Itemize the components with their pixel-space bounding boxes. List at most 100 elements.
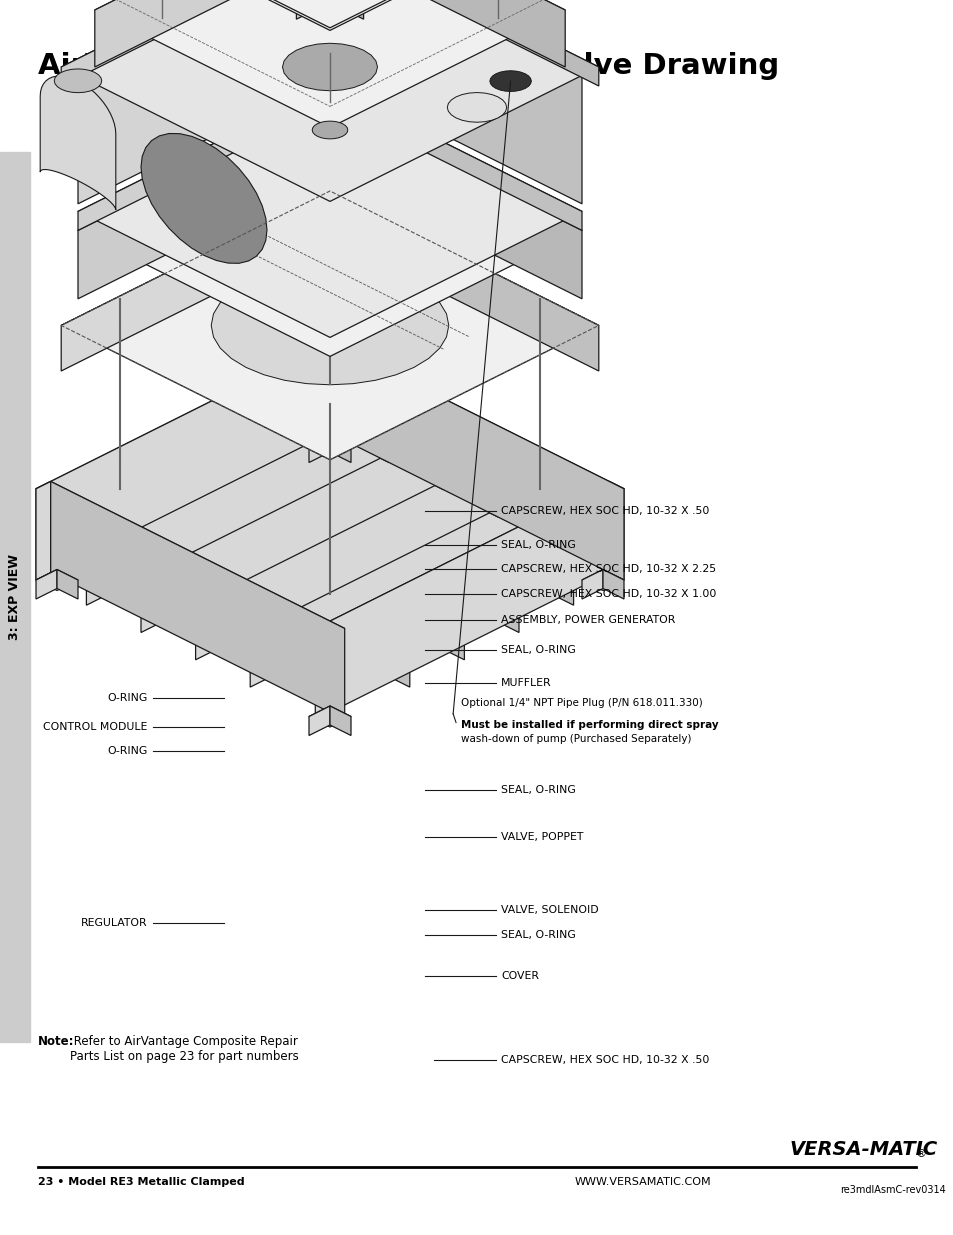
Polygon shape bbox=[489, 70, 531, 91]
Polygon shape bbox=[315, 342, 623, 496]
Polygon shape bbox=[543, 477, 552, 545]
Polygon shape bbox=[216, 421, 225, 490]
Text: AirVantage Servicing - Poppet Valve Drawing: AirVantage Servicing - Poppet Valve Draw… bbox=[38, 52, 779, 80]
Text: SEAL, O-RING: SEAL, O-RING bbox=[500, 930, 576, 940]
Polygon shape bbox=[489, 450, 497, 517]
Polygon shape bbox=[141, 421, 435, 632]
Polygon shape bbox=[296, 0, 330, 20]
Text: Refer to AirVantage Composite Repair
Parts List on page 23 for part numbers: Refer to AirVantage Composite Repair Par… bbox=[70, 1035, 298, 1063]
Polygon shape bbox=[315, 342, 330, 441]
Polygon shape bbox=[57, 569, 78, 599]
Polygon shape bbox=[330, 85, 581, 231]
Polygon shape bbox=[54, 69, 102, 93]
Polygon shape bbox=[435, 421, 443, 490]
Polygon shape bbox=[78, 105, 330, 299]
Polygon shape bbox=[87, 394, 380, 605]
Polygon shape bbox=[195, 450, 489, 659]
Text: O-RING: O-RING bbox=[108, 693, 148, 703]
Polygon shape bbox=[36, 482, 344, 636]
Text: 3: EXP VIEW: 3: EXP VIEW bbox=[9, 555, 22, 640]
Polygon shape bbox=[61, 191, 598, 459]
Polygon shape bbox=[330, 191, 598, 370]
Text: VERSA-MATIC: VERSA-MATIC bbox=[789, 1140, 937, 1158]
Polygon shape bbox=[141, 421, 443, 573]
Text: CONTROL MODULE: CONTROL MODULE bbox=[43, 722, 148, 732]
Text: Optional 1/4" NPT Pipe Plug (P/N 618.011.330): Optional 1/4" NPT Pipe Plug (P/N 618.011… bbox=[460, 699, 702, 709]
Text: ASSEMBLY, POWER GENERATOR: ASSEMBLY, POWER GENERATOR bbox=[500, 615, 675, 625]
Polygon shape bbox=[162, 450, 171, 517]
Polygon shape bbox=[581, 569, 623, 590]
Polygon shape bbox=[330, 0, 363, 20]
Polygon shape bbox=[315, 482, 623, 636]
Polygon shape bbox=[309, 433, 351, 454]
Polygon shape bbox=[330, 342, 623, 580]
Text: Must be installed if performing direct spray: Must be installed if performing direct s… bbox=[460, 720, 718, 730]
Polygon shape bbox=[36, 569, 57, 599]
Polygon shape bbox=[380, 394, 389, 462]
Polygon shape bbox=[330, 706, 351, 736]
Text: Note:: Note: bbox=[38, 1035, 74, 1049]
Text: wash-down of pump (Purchased Separately): wash-down of pump (Purchased Separately) bbox=[460, 735, 691, 745]
Polygon shape bbox=[279, 394, 573, 605]
Text: REGULATOR: REGULATOR bbox=[81, 918, 148, 927]
Polygon shape bbox=[271, 394, 573, 546]
Polygon shape bbox=[330, 433, 351, 462]
Polygon shape bbox=[309, 433, 330, 462]
Text: 23 • Model RE3 Metallic Clamped: 23 • Model RE3 Metallic Clamped bbox=[38, 1177, 244, 1187]
Polygon shape bbox=[36, 569, 78, 590]
Polygon shape bbox=[250, 477, 543, 687]
Polygon shape bbox=[78, 0, 330, 204]
Polygon shape bbox=[36, 0, 623, 28]
Polygon shape bbox=[40, 75, 115, 210]
Polygon shape bbox=[61, 0, 598, 201]
Polygon shape bbox=[78, 85, 330, 231]
Polygon shape bbox=[78, 0, 581, 193]
Polygon shape bbox=[36, 482, 51, 580]
Polygon shape bbox=[87, 394, 389, 546]
Polygon shape bbox=[195, 450, 497, 600]
Polygon shape bbox=[602, 569, 623, 599]
Polygon shape bbox=[78, 105, 581, 357]
Polygon shape bbox=[94, 0, 330, 67]
Polygon shape bbox=[61, 191, 330, 370]
Polygon shape bbox=[162, 450, 464, 600]
Polygon shape bbox=[282, 43, 377, 90]
Polygon shape bbox=[250, 477, 552, 627]
Polygon shape bbox=[312, 121, 348, 138]
Polygon shape bbox=[609, 482, 623, 580]
Polygon shape bbox=[447, 93, 506, 122]
Polygon shape bbox=[108, 477, 410, 627]
Text: O-RING: O-RING bbox=[108, 746, 148, 756]
Polygon shape bbox=[216, 421, 518, 573]
Polygon shape bbox=[315, 482, 609, 720]
Polygon shape bbox=[330, 342, 344, 441]
Polygon shape bbox=[36, 342, 344, 496]
Text: ®: ® bbox=[915, 1149, 926, 1158]
Polygon shape bbox=[309, 706, 351, 727]
Text: VALVE, POPPET: VALVE, POPPET bbox=[500, 832, 583, 842]
Polygon shape bbox=[94, 0, 564, 127]
Polygon shape bbox=[225, 421, 518, 632]
Text: COVER: COVER bbox=[500, 971, 538, 981]
Text: WWW.VERSAMATIC.COM: WWW.VERSAMATIC.COM bbox=[575, 1177, 711, 1187]
Polygon shape bbox=[271, 394, 279, 462]
Text: VALVE, SOLENOID: VALVE, SOLENOID bbox=[500, 905, 598, 915]
Polygon shape bbox=[330, 0, 581, 204]
Polygon shape bbox=[51, 482, 344, 720]
Text: MUFFLER: MUFFLER bbox=[500, 678, 551, 688]
Text: SEAL, O-RING: SEAL, O-RING bbox=[500, 785, 576, 795]
Polygon shape bbox=[211, 266, 448, 385]
Text: CAPSCREW, HEX SOC HD, 10-32 X .50: CAPSCREW, HEX SOC HD, 10-32 X .50 bbox=[500, 506, 709, 516]
Polygon shape bbox=[61, 0, 330, 86]
Polygon shape bbox=[330, 0, 598, 86]
Polygon shape bbox=[171, 450, 464, 659]
Polygon shape bbox=[581, 569, 602, 599]
Text: CAPSCREW, HEX SOC HD, 10-32 X 2.25: CAPSCREW, HEX SOC HD, 10-32 X 2.25 bbox=[500, 564, 716, 574]
Text: SEAL, O-RING: SEAL, O-RING bbox=[500, 540, 576, 550]
Text: re3mdlAsmC-rev0314: re3mdlAsmC-rev0314 bbox=[840, 1186, 944, 1195]
Text: SEAL, O-RING: SEAL, O-RING bbox=[500, 645, 576, 655]
Polygon shape bbox=[36, 342, 330, 580]
Polygon shape bbox=[141, 133, 267, 263]
Polygon shape bbox=[115, 477, 410, 687]
Polygon shape bbox=[330, 0, 564, 67]
